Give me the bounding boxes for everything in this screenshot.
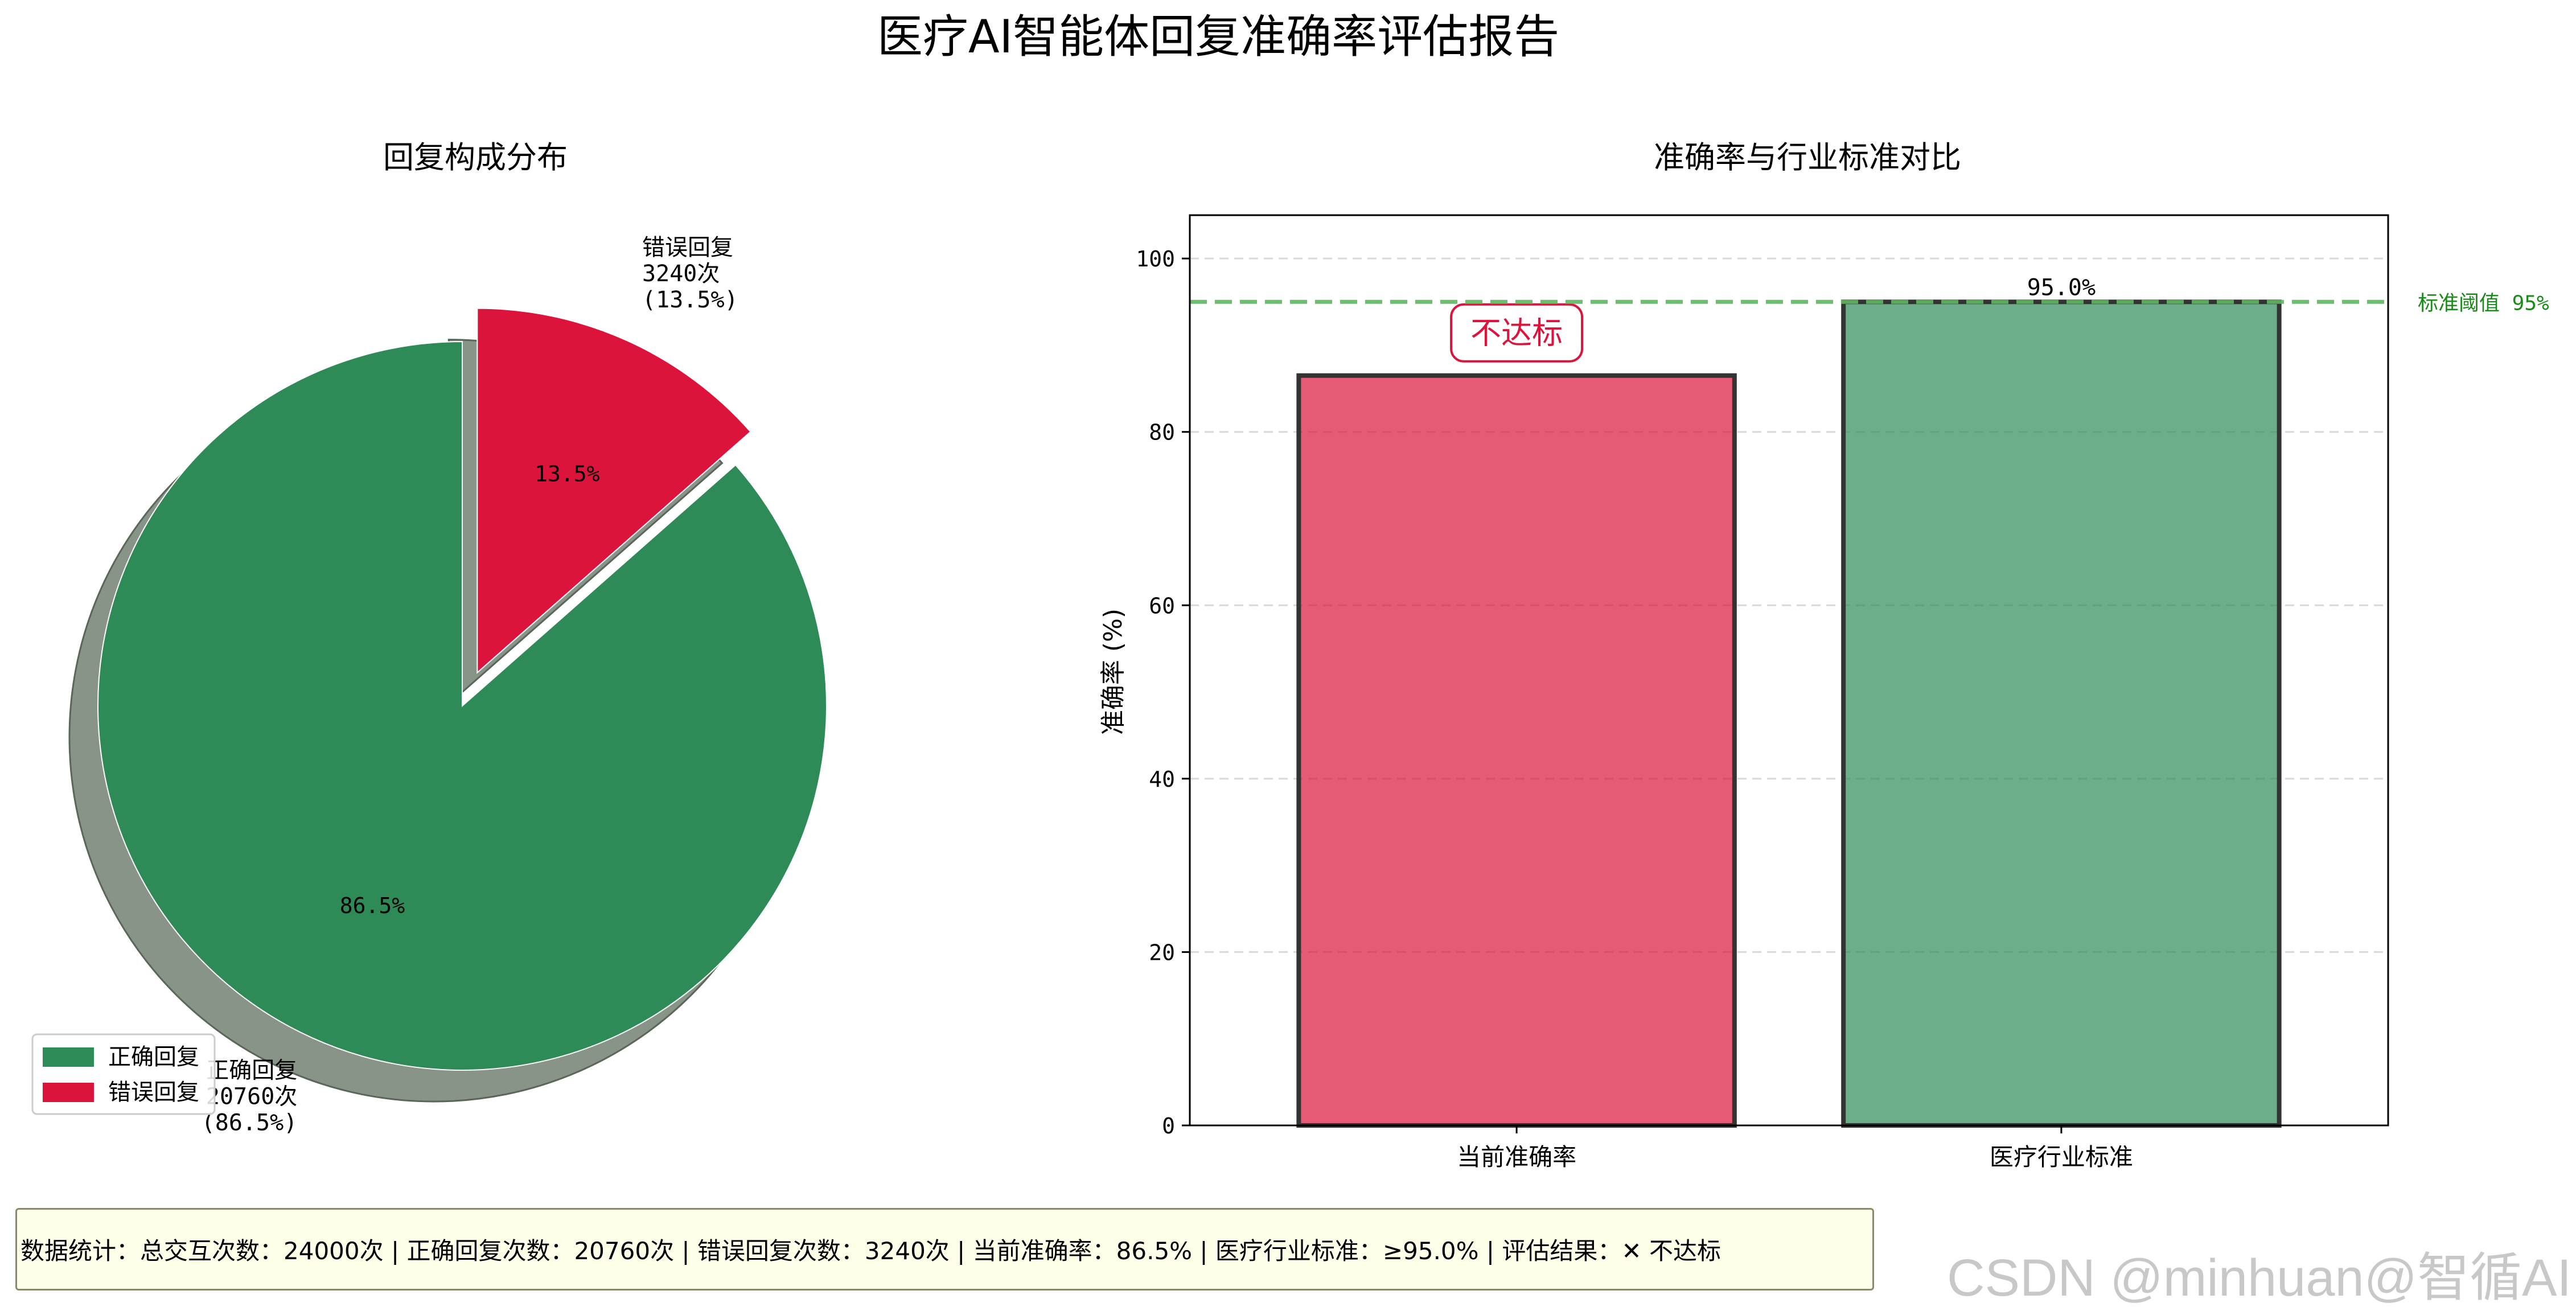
pie-slice-1 [476,307,751,674]
threshold-label: 标准阈值 95% [2418,291,2549,315]
bar-0 [1296,373,1737,1128]
y-tick-label: 100 [1136,246,1175,272]
legend-label-correct: 正确回复 [108,1044,199,1070]
bar-ylabel: 准确率 (%) [1099,609,1128,735]
fail-badge-label: 不达标 [1470,315,1563,351]
watermark: CSDN @minhuan@智循AI [1947,1249,2571,1307]
pie-slice-0 [97,340,827,1071]
pie-pct-label-1: 13.5% [535,462,600,487]
y-tick-label: 60 [1149,593,1175,618]
fail-badge [1450,303,1584,363]
pie-chart: 86.5%正确回复20760次(86.5%)13.5%错误回复3240次(13.… [68,235,827,1136]
y-tick-label: 20 [1149,940,1175,965]
bar-value-label: 95.0% [2027,274,2096,301]
pie-outer-label-1: 3240次 [642,261,720,287]
y-tick-label: 40 [1149,767,1175,792]
pie-title: 回复构成分布 [383,139,568,175]
y-tick-label: 80 [1149,420,1175,445]
x-tick-label: 当前准确率 [1457,1143,1576,1171]
pie-outer-label-0: 20760次 [206,1084,297,1110]
plot-frame [1189,214,2389,1127]
pie-outer-label-1: 错误回复 [642,235,733,261]
figure-title: 医疗AI智能体回复准确率评估报告 [877,10,1559,63]
pie-legend: 正确回复 错误回复 [31,1033,216,1115]
pie-outer-label-1: (13.5%) [642,287,738,313]
pie-pct-label-0: 86.5% [340,893,405,918]
legend-swatch-correct [43,1047,94,1067]
pie-outer-label-0: 正确回复 [206,1058,297,1084]
summary-box: 数据统计：总交互次数：24000次 | 正确回复次数：20760次 | 错误回复… [15,1208,1874,1291]
bar-title: 准确率与行业标准对比 [1654,139,1961,175]
legend-label-wrong: 错误回复 [108,1079,199,1105]
y-tick-label: 0 [1162,1113,1175,1139]
x-tick-label: 医疗行业标准 [1990,1143,2133,1171]
pie-outer-label-0: (86.5%) [202,1110,298,1136]
bar-1 [1841,299,2282,1128]
legend-swatch-wrong [43,1083,94,1102]
summary-text: 数据统计：总交互次数：24000次 | 正确回复次数：20760次 | 错误回复… [20,1237,1721,1265]
